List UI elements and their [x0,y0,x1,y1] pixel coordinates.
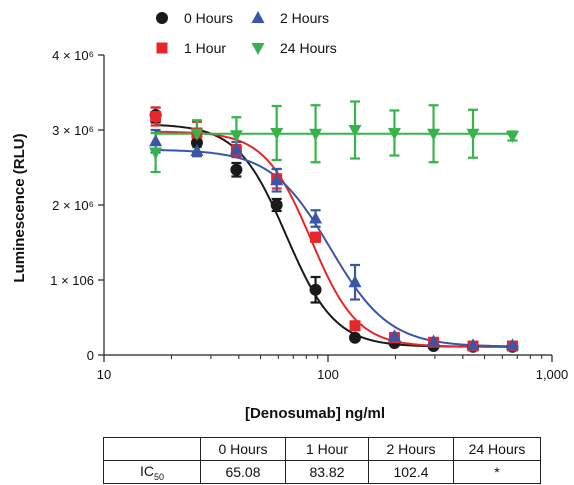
data-point-2-hours [505,338,519,351]
ic50-value-1h: 83.82 [285,460,369,484]
data-point-2-hours [309,211,323,224]
ic50-value-0h: 65.08 [200,460,286,484]
legend-label-0-hours: 0 Hours [184,10,233,26]
legend-label-2-hours: 2 Hours [280,10,329,26]
table-row: IC50 65.08 83.82 102.4 * [103,460,541,484]
data-point-0-hours [349,331,362,344]
data-point-2-hours [190,144,204,156]
x-tick-label: 10 [97,367,111,382]
data-point-24-hours [466,128,480,141]
data-point-24-hours [348,125,362,137]
data-point-24-hours [149,147,163,160]
y-tick-label: 2 × 10⁶ [52,198,94,213]
y-tick-label: 4 × 10⁶ [52,48,94,63]
data-point-24-hours [270,128,284,140]
data-point-24-hours [309,128,323,141]
data-point-0-hours [270,199,283,211]
legend: 0 Hours 2 Hours 1 Hour 24 Hours [156,10,337,56]
fit-curve-1-hour [155,130,513,348]
data-point-0-hours [230,163,243,176]
table-header-cell: 0 Hours [200,437,286,461]
ic50-table: 0 Hours 1 Hour 2 Hours 24 Hours IC50 65.… [103,437,541,484]
legend-marker-0-hours [156,12,168,24]
data-point-24-hours [505,131,519,143]
table-header-cell [103,437,201,461]
y-tick-label: 3 × 10⁶ [52,123,94,138]
data-point-0-hours [190,136,203,149]
data-point-1-hour [150,111,162,122]
data-point-24-hours [190,128,204,141]
y-axis-title: Luminescence (RLU) [11,133,28,282]
fit-curve-0-hours [155,124,513,348]
data-point-24-hours [427,128,441,141]
legend-label-1-hour: 1 Hour [184,40,226,56]
legend-marker-2-hours [251,11,265,23]
fit-curves [155,124,513,348]
data-point-2-hours [427,334,441,347]
data-point-24-hours [387,128,401,140]
data-point-1-hour [349,320,361,332]
axes: 0 1 × 106 2 × 10⁶ 3 × 10⁶ 4 × 10⁶ 10 100 1,000 [50,48,568,382]
table-header-cell: 24 Hours [453,437,541,461]
data-markers [149,109,519,353]
legend-marker-1-hour [156,42,168,54]
x-tick-label: 100 [317,367,339,382]
data-point-2-hours [348,275,362,288]
ic50-value-2h: 102.4 [368,460,454,484]
legend-label-24-hours: 24 Hours [280,40,337,56]
fit-curve-2-hours [155,149,513,348]
y-tick-label: 1 × 106 [50,273,94,288]
y-tick-label: 0 [87,348,94,363]
data-point-2-hours [229,142,243,155]
data-point-1-hour [310,231,322,243]
ic50-value-24h: * [453,460,541,484]
legend-marker-24-hours [251,43,265,55]
error-bars [150,100,518,350]
table-header-row: 0 Hours 1 Hour 2 Hours 24 Hours [103,437,541,461]
data-point-2-hours [149,134,163,147]
data-point-24-hours [229,130,243,143]
table-header-cell: 2 Hours [368,437,454,461]
x-axis-title: [Denosumab] ng/ml [245,405,385,422]
data-point-2-hours [466,338,480,351]
ic50-row-label: IC50 [103,460,201,484]
x-tick-label: 1,000 [536,367,569,382]
table-header-cell: 1 Hour [285,437,369,461]
data-point-2-hours [270,173,284,186]
data-point-0-hours [309,283,322,296]
ic-label-subscript: 50 [153,471,164,482]
data-point-2-hours [387,329,401,342]
ic-label-text: IC [139,462,154,479]
